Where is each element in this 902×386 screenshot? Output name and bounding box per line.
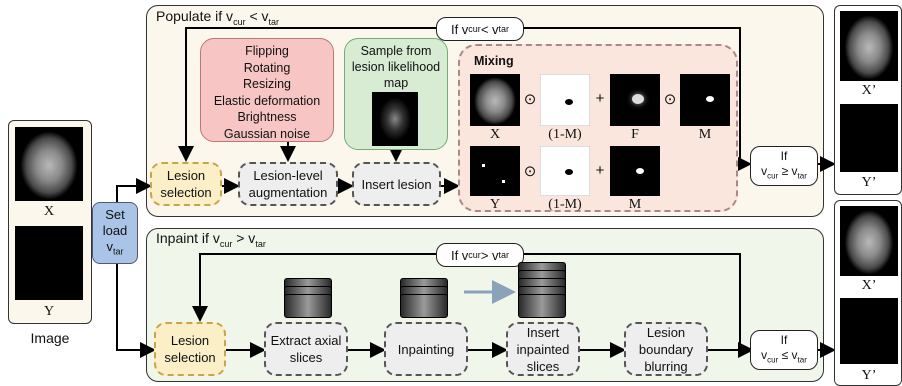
aug-item: Elastic deformation — [213, 93, 321, 108]
inpaint-lesion-selection: Lesion selection — [154, 322, 226, 376]
aug-item: Resizing — [243, 77, 291, 91]
mix-lesion-f — [610, 74, 660, 126]
mix-label-m-2: M — [628, 197, 642, 212]
lesion-boundary-blurring: Lesion boundary blurring — [624, 322, 708, 376]
aug-item: Rotating — [243, 60, 291, 75]
output-bottom-x-label: X’ — [861, 278, 877, 293]
populate-loop-label: If v cur < v tar — [436, 17, 524, 41]
slice — [284, 294, 332, 318]
mix-mask-m-1 — [680, 74, 730, 126]
insert-inpainted-slices: Insert inpainted slices — [506, 322, 580, 376]
insert-lesion: Insert lesion — [352, 162, 441, 206]
mix-label-f: F — [631, 127, 639, 142]
hadamard-operator: ⊙ — [523, 163, 537, 180]
lesion-blob — [632, 94, 644, 104]
output-bottom-y-label: Y’ — [861, 368, 877, 383]
aug-item: Gaussian noise — [223, 126, 311, 141]
extract-axial-slices: Extract axial slices — [264, 322, 348, 376]
aug-item: Flipping — [245, 44, 289, 58]
mask-blob — [706, 96, 714, 102]
mask-blob — [482, 164, 485, 167]
sample-map-title: Sample from lesion likelihood map — [351, 44, 441, 90]
mask-blob — [565, 99, 573, 105]
plus-operator: + — [595, 162, 605, 179]
populate-lesion-selection: Lesion selection — [150, 162, 222, 206]
output-bottom-brain — [840, 206, 898, 276]
output-top-brain — [840, 11, 898, 81]
input-caption: Image — [30, 330, 70, 346]
slice — [518, 294, 566, 318]
set-load-line3: vtar — [106, 239, 124, 257]
mix-label-x: X — [489, 127, 501, 142]
augmentation-list-box: Flipping Rotating Resizing Elastic defor… — [200, 38, 334, 142]
likelihood-map-image — [372, 92, 418, 146]
inpaint-loop-label: If v cur > v tar — [436, 243, 524, 267]
mix-mask-m-2 — [610, 146, 660, 196]
mask-blob — [502, 180, 505, 183]
inpainting-step: Inpainting — [384, 322, 468, 376]
inpaint-title: Inpaint if vcur > vtar — [156, 230, 266, 249]
input-y-label: Y — [43, 304, 55, 319]
mask-blob — [565, 169, 573, 175]
output-bottom-mask — [840, 298, 898, 364]
hadamard-operator: ⊙ — [523, 91, 537, 108]
mask-blob — [636, 168, 644, 174]
mix-label-m-1: M — [698, 127, 712, 142]
mix-label-1-minus-m: (1-M) — [548, 127, 582, 142]
hadamard-operator: ⊙ — [663, 91, 677, 108]
set-load-box: Set load vtar — [92, 202, 138, 264]
output-top-y-label: Y’ — [861, 175, 877, 190]
output-top-x-label: X’ — [861, 83, 877, 98]
populate-condition: If vcur ≥ vtar — [750, 146, 818, 186]
set-load-line2: load — [102, 223, 128, 238]
input-x-label: X — [43, 204, 55, 219]
mix-brain-x — [470, 74, 520, 126]
mix-inverse-mask-2 — [540, 146, 590, 196]
mix-label-1-minus-m-2: (1-M) — [548, 197, 582, 212]
populate-title: Populate if vcur < vtar — [156, 8, 280, 27]
mix-label-y: Y — [489, 197, 501, 212]
input-brain-x — [15, 127, 83, 201]
output-top-mask — [840, 104, 898, 172]
aug-item: Brightness — [237, 110, 297, 124]
lesion-level-augmentation: Lesion-level augmentation — [238, 162, 338, 206]
input-mask-y — [15, 226, 83, 300]
mix-mask-y — [470, 146, 520, 196]
plus-operator: + — [595, 90, 605, 107]
inpaint-condition: If vcur ≤ vtar — [750, 330, 818, 370]
mix-inverse-mask-1 — [540, 74, 590, 126]
mixing-title: Mixing — [474, 54, 514, 68]
slice — [400, 294, 448, 318]
set-load-line1: Set — [105, 207, 125, 222]
